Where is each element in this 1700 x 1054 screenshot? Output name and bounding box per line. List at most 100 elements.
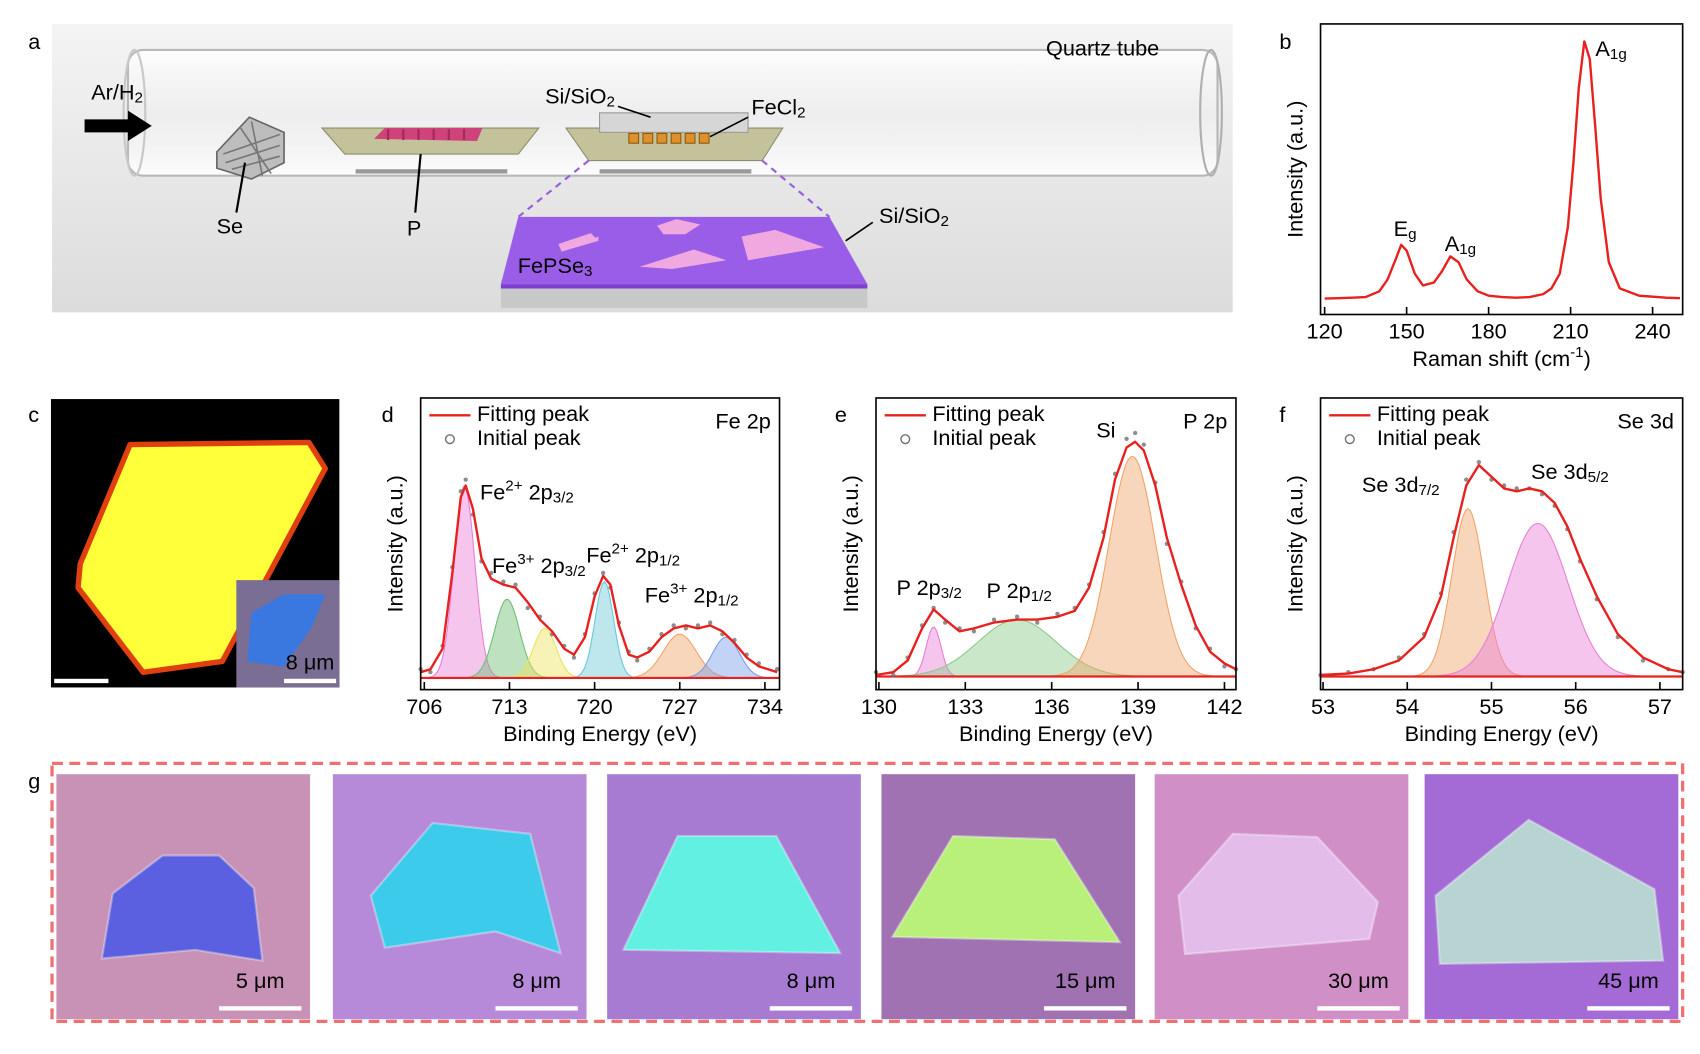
schematic-label: FeCl2 bbox=[751, 94, 805, 121]
fit-component bbox=[1319, 522, 1684, 678]
chart-title: Se 3d bbox=[1617, 409, 1674, 434]
x-tick-label: 240 bbox=[1635, 319, 1671, 344]
annotation: Fe2+ 2p3/2 bbox=[480, 478, 574, 506]
tube-end bbox=[1199, 48, 1223, 177]
text-part: Fe bbox=[492, 553, 517, 578]
subscript: 1g bbox=[1459, 241, 1476, 258]
text-part: A bbox=[1445, 231, 1460, 256]
subscript: 2 bbox=[135, 89, 143, 106]
tube-end bbox=[122, 48, 147, 177]
x-tick-label: 713 bbox=[491, 694, 527, 719]
schematic-label: FePSe3 bbox=[518, 253, 593, 280]
x-tick-label: 133 bbox=[947, 694, 983, 719]
data-point bbox=[1640, 658, 1646, 663]
text-part: Fe bbox=[586, 542, 611, 567]
x-tick-label: 210 bbox=[1553, 319, 1589, 344]
subscript: 7/2 bbox=[1419, 481, 1440, 498]
se-texture bbox=[223, 121, 280, 176]
text-part: Fe bbox=[645, 582, 670, 607]
legend-label: Fitting peak bbox=[932, 401, 1044, 426]
x-tick-label: 54 bbox=[1395, 694, 1419, 719]
p-source bbox=[374, 128, 483, 142]
legend-marker bbox=[1344, 434, 1355, 445]
scale-bar-label: 5 μm bbox=[236, 968, 285, 993]
raman-map bbox=[50, 399, 340, 688]
x-tick-label: 180 bbox=[1471, 319, 1507, 344]
x-axis-label: Binding Energy (eV) bbox=[959, 721, 1153, 746]
schematic-label: Se bbox=[217, 213, 244, 238]
data-point bbox=[600, 570, 606, 576]
substrate-edge bbox=[500, 284, 868, 289]
legend-label: Initial peak bbox=[477, 425, 581, 450]
legend-marker bbox=[900, 434, 911, 445]
text-part: P 2p bbox=[897, 575, 941, 600]
x-axis-label: Binding Energy (eV) bbox=[1405, 721, 1599, 746]
chart-title: P 2p bbox=[1183, 409, 1227, 434]
annotation: Eg bbox=[1394, 216, 1417, 243]
subscript: 2 bbox=[940, 212, 948, 229]
flake bbox=[574, 236, 599, 248]
scale-bar bbox=[1317, 1006, 1400, 1011]
x-tick-label: 120 bbox=[1307, 319, 1343, 344]
data-point bbox=[463, 477, 468, 482]
zoom-line bbox=[761, 159, 831, 218]
plot-frame bbox=[1319, 23, 1684, 316]
scale-bar-label: 45 μm bbox=[1598, 968, 1659, 993]
superscript: 2+ bbox=[612, 541, 629, 558]
map-flake bbox=[75, 439, 328, 675]
subscript: 1/2 bbox=[1031, 588, 1052, 605]
scale-bar bbox=[284, 678, 337, 684]
legend-label: Initial peak bbox=[932, 425, 1036, 450]
schematic-label: P bbox=[407, 216, 421, 241]
subscript: 1/2 bbox=[659, 552, 680, 569]
annotation: A1g bbox=[1445, 231, 1476, 258]
subscript: 3/2 bbox=[941, 584, 962, 601]
text-part: Si/SiO bbox=[545, 83, 606, 108]
text-part: Fe bbox=[480, 479, 505, 504]
spectrum-line bbox=[420, 484, 778, 674]
zoom-line bbox=[517, 159, 590, 218]
scale-bar-label: 30 μm bbox=[1328, 968, 1389, 993]
x-tick-label: 150 bbox=[1389, 319, 1425, 344]
text-part: 2p bbox=[629, 542, 659, 567]
scale-bar-label: 8 μm bbox=[286, 649, 335, 674]
micrograph-flake bbox=[1434, 818, 1665, 966]
text-part: Ar/H bbox=[91, 79, 134, 104]
text-part: Se 3d bbox=[1362, 472, 1419, 497]
schematic bbox=[52, 23, 1233, 313]
text-part: FePSe bbox=[518, 253, 584, 278]
x-tick-label: 136 bbox=[1034, 694, 1070, 719]
subscript: 1/2 bbox=[718, 592, 739, 609]
subscript: g bbox=[1408, 225, 1416, 242]
data-point bbox=[428, 669, 433, 675]
data-point bbox=[1035, 620, 1040, 625]
fecl2-squares bbox=[628, 132, 710, 144]
micrograph-border bbox=[50, 761, 1685, 1024]
data-point bbox=[891, 672, 896, 678]
p-boat bbox=[320, 127, 540, 155]
map-label: 215 cm-1 bbox=[54, 400, 139, 426]
data-point bbox=[1464, 477, 1469, 482]
se-source bbox=[216, 116, 285, 180]
panel-label: d bbox=[382, 402, 394, 427]
micrograph-flake bbox=[369, 821, 563, 955]
panel-label: g bbox=[28, 769, 40, 794]
annotation: Se 3d5/2 bbox=[1531, 459, 1609, 486]
subscript: 3 bbox=[584, 262, 592, 279]
data-point bbox=[708, 620, 713, 625]
annotation: Se 3d7/2 bbox=[1362, 472, 1440, 499]
scale-bar bbox=[219, 1006, 302, 1011]
text-part: 2p bbox=[523, 479, 553, 504]
text-part: A bbox=[1595, 36, 1610, 61]
superscript: -1 bbox=[1570, 344, 1583, 361]
subscript: 5/2 bbox=[1588, 468, 1609, 485]
scale-bar bbox=[1044, 1006, 1127, 1011]
data-point bbox=[571, 655, 577, 660]
data-point bbox=[513, 582, 518, 587]
scale-bar-label: 8 μm bbox=[512, 968, 561, 993]
chart-title: Fe 2p bbox=[715, 409, 770, 434]
data-point bbox=[991, 617, 997, 622]
text-part: P 2p bbox=[986, 578, 1030, 603]
panel-label: e bbox=[835, 402, 847, 427]
spectrum-line bbox=[1320, 463, 1683, 677]
